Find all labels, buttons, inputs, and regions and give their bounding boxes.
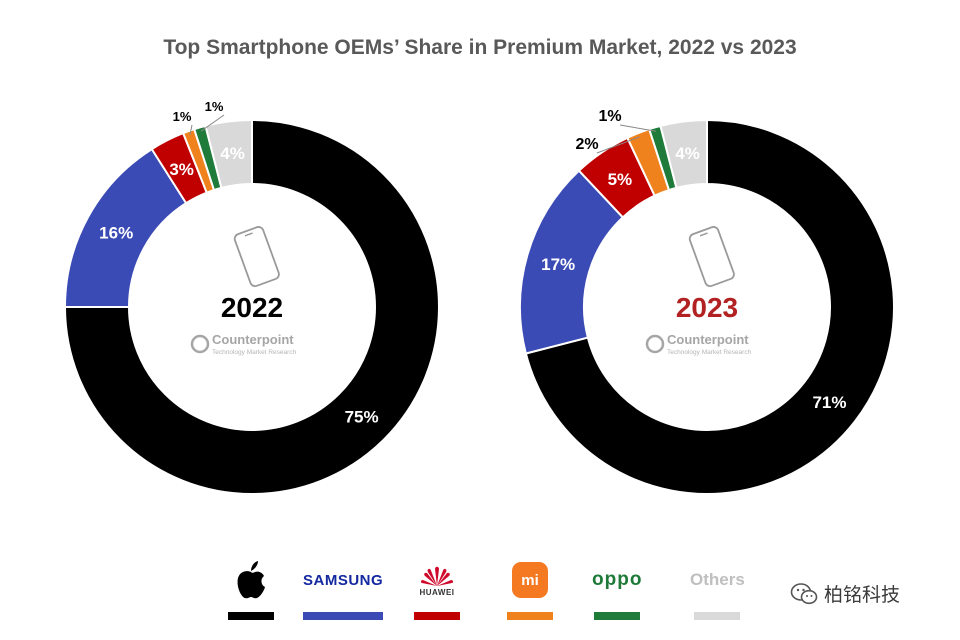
center-year-label: 2023 [676,292,738,323]
slice-others-2023 [659,118,708,190]
watermark: 柏铭科技 [790,580,900,607]
counterpoint-logo-text: Counterpoint [212,332,294,347]
legend-bar-oppo [594,612,641,620]
legend-bar-samsung [303,612,384,620]
legend-item-others: Others [690,560,745,620]
counterpoint-logo-subtext: Technology Market Research [212,349,297,356]
apple-logo-icon [234,560,268,600]
huawei-logo-icon: HUAWEI [420,560,455,600]
counterpoint-logo-icon [645,334,665,354]
slice-label-apple-2022: 75% [345,408,379,427]
legend-item-huawei: HUAWEI [414,560,460,620]
huawei-logo-text: HUAWEI [419,588,455,597]
legend-bar-others [694,612,741,620]
phone-icon [233,226,280,287]
legend-item-oppo: oppo [592,560,642,620]
slice-label-oppo-2023: 1% [598,108,621,125]
phone-icon [688,226,735,287]
legend-item-apple [228,560,274,620]
counterpoint-logo: Counterpoint Technology Market Research [645,332,752,356]
oppo-logo-icon: oppo [592,569,643,590]
slice-apple-2023 [524,118,895,495]
slice-label-samsung-2023: 17% [541,255,575,274]
donut-chart-2022: 75% 16% 3% 4% 1% 1% 2022 Counterpoint Technology… [63,99,440,495]
legend-bar-huawei [414,612,460,620]
wechat-icon [790,582,818,604]
counterpoint-logo-icon [190,334,210,354]
legend-item-samsung: SAMSUNG [303,560,384,620]
legend-bar-apple [228,612,274,620]
slice-label-oppo-2022: 1% [205,99,224,114]
samsung-logo-icon: SAMSUNG [303,571,384,589]
counterpoint-logo-text: Counterpoint [667,332,749,347]
others-label: Others [690,570,745,589]
leader-line-oppo-2023 [619,124,657,132]
slice-label-samsung-2022: 16% [99,223,133,242]
chart-title: Top Smartphone OEMs’ Share in Premium Ma… [163,36,797,59]
legend-item-xiaomi: mi [507,560,553,620]
legend-bar-xiaomi [507,612,553,620]
slice-label-others-2023: 4% [675,144,700,163]
counterpoint-logo-subtext: Technology Market Research [667,349,752,356]
leader-line-oppo-2022 [200,114,225,132]
slice-label-apple-2023: 71% [812,393,846,412]
leader-line-xiaomi-2023 [596,136,640,154]
legend: SAMSUNG HUAWEI mi oppo [0,560,960,630]
xiaomi-logo-icon: mi [512,562,548,598]
center-year-label: 2022 [221,292,283,323]
slice-label-xiaomi-2023: 2% [575,136,598,153]
counterpoint-logo: Counterpoint Technology Market Research [190,332,297,356]
leader-line-xiaomi-2022 [189,124,193,135]
slice-label-huawei-2023: 5% [608,170,633,189]
slice-label-others-2022: 4% [220,144,245,163]
slice-label-xiaomi-2022: 1% [173,109,192,124]
watermark-text: 柏铭科技 [824,584,901,606]
slice-others-2022 [204,118,253,190]
slice-apple-2022 [63,118,440,495]
donut-charts: 75% 16% 3% 4% 1% 1% 2022 Counterpoint Technology… [63,99,895,495]
donut-chart-2023: 71% 17% 5% 4% 2%1% 2023 Counterpoint Technology… [519,108,895,495]
slice-label-huawei-2022: 3% [169,160,194,179]
